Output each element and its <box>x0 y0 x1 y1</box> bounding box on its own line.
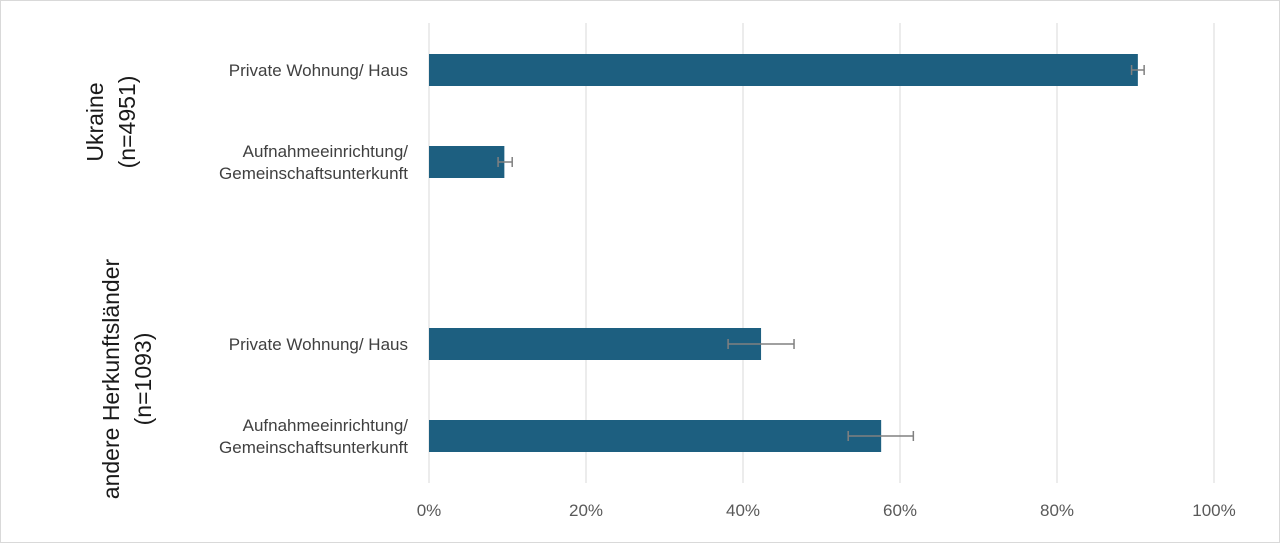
bar <box>429 146 505 178</box>
x-tick-label: 40% <box>726 501 760 520</box>
x-tick-label: 0% <box>417 501 442 520</box>
bar <box>429 420 882 452</box>
error-bar <box>1130 65 1145 75</box>
group-label: Ukraine (n=4951) <box>82 76 140 169</box>
bar <box>429 328 762 360</box>
x-tick-label: 80% <box>1040 501 1074 520</box>
group-label: andere Herkunftsländer (n=1093) <box>98 258 156 499</box>
category-label: Private Wohnung/ Haus <box>229 61 408 80</box>
category-label: Private Wohnung/ Haus <box>229 335 408 354</box>
gridlines <box>428 23 1215 483</box>
group-labels: Ukraine (n=4951) andere Herkunftsländer (n=… <box>82 76 156 500</box>
x-tick-label: 60% <box>883 501 917 520</box>
category-label: Aufnahmeeinrichtung/Gemeinschaftsunterku… <box>219 142 408 183</box>
category-labels: Private Wohnung/ Haus Aufnahmeeinrichtung… <box>219 61 408 457</box>
bar <box>429 54 1138 86</box>
error-bars <box>497 65 1145 441</box>
x-axis-ticks: 0% 20% 40% 60% 80% 100% <box>417 501 1236 520</box>
bars <box>429 54 1138 452</box>
category-label: Aufnahmeeinrichtung/Gemeinschaftsunterku… <box>219 416 408 457</box>
error-bar <box>727 339 795 349</box>
x-tick-label: 100% <box>1192 501 1235 520</box>
x-tick-label: 20% <box>569 501 603 520</box>
error-bar <box>497 157 513 167</box>
error-bar <box>847 431 915 441</box>
